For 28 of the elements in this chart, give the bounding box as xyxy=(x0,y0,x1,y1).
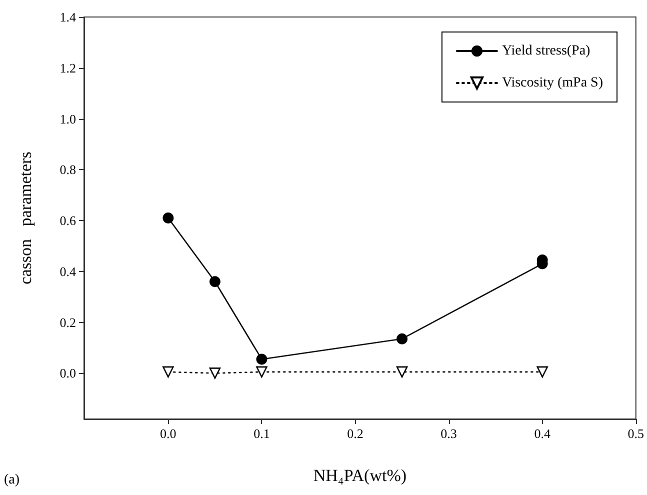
point xyxy=(256,354,268,365)
legend-label: Viscosity (mPa S) xyxy=(502,76,604,90)
x-tick-label: 0.0 xyxy=(160,426,176,441)
point xyxy=(209,276,220,288)
y-tick-label: 1.0 xyxy=(60,111,76,126)
x-tick-label: 0.3 xyxy=(440,426,457,441)
x-tick-label: 0.5 xyxy=(628,426,644,441)
x-tick-label: 0.1 xyxy=(254,426,270,441)
point xyxy=(396,366,408,378)
y-axis-title: casson parameters xyxy=(16,152,35,284)
x-axis-title: NH₄PA(wt%) xyxy=(313,466,407,485)
y-tick-label: 0.4 xyxy=(60,264,76,279)
point xyxy=(162,366,174,378)
point xyxy=(162,212,174,224)
legend-label: Yield stress(Pa) xyxy=(502,44,591,58)
y-tick-label: 1.2 xyxy=(60,60,76,76)
x-tick-label: 0.2 xyxy=(347,426,364,441)
point xyxy=(209,368,221,379)
x-tick-label: 0.4 xyxy=(534,426,551,441)
text: (a) xyxy=(4,472,20,488)
y-tick-label: 0.6 xyxy=(60,213,76,228)
point xyxy=(536,366,548,378)
point xyxy=(396,333,408,344)
y-tick-label: 1.4 xyxy=(60,10,76,24)
y-tick-label: 0.0 xyxy=(60,366,76,381)
point xyxy=(256,366,268,378)
y-tick-label: 0.8 xyxy=(60,162,76,178)
y-tick-label: 0.2 xyxy=(60,314,76,330)
